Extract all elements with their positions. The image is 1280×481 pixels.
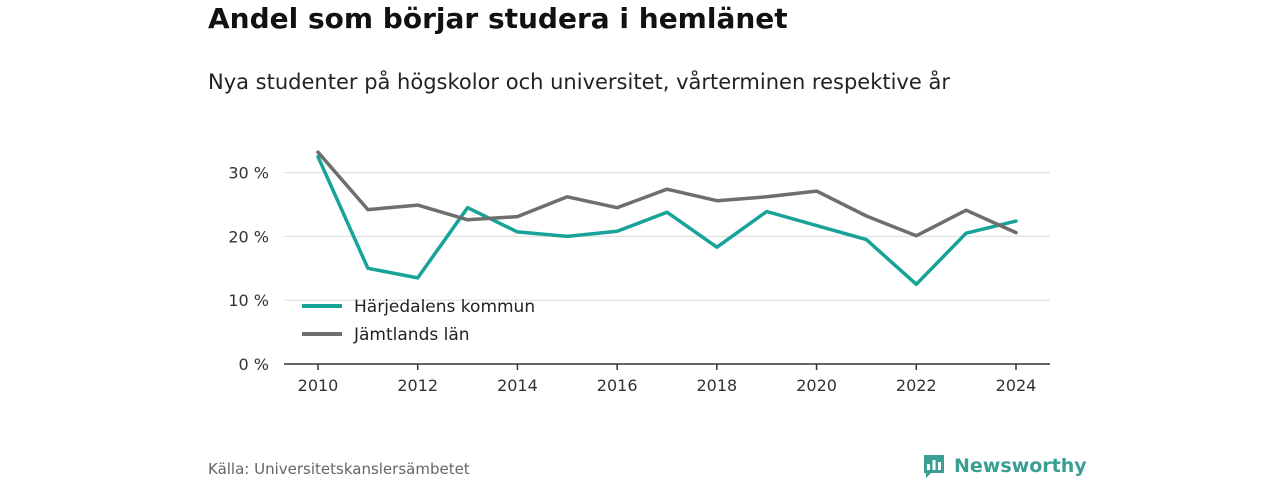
- source-note: Källa: Universitetskanslersämbetet: [208, 460, 470, 478]
- y-tick-label: 30 %: [228, 164, 269, 183]
- x-tick-label: 2018: [696, 376, 737, 395]
- x-tick-label: 2014: [497, 376, 538, 395]
- x-tick-label: 2020: [796, 376, 837, 395]
- brand-name: Newsworthy: [954, 455, 1087, 477]
- x-tick-label: 2012: [397, 376, 438, 395]
- x-tick-label: 2022: [896, 376, 937, 395]
- y-tick-label: 0 %: [239, 355, 269, 374]
- chart-subtitle: Nya studenter på högskolor och universit…: [208, 70, 950, 94]
- legend-label-1: Härjedalens kommun: [354, 297, 535, 317]
- chart-title: Andel som börjar studera i hemlänet: [208, 2, 788, 35]
- series-line-2: [316, 150, 1018, 238]
- legend-label-2: Jämtlands län: [353, 325, 470, 345]
- y-tick-label: 10 %: [228, 291, 269, 310]
- x-tick-label: 2016: [597, 376, 638, 395]
- x-tick-label: 2024: [996, 376, 1037, 395]
- y-tick-label: 20 %: [228, 227, 269, 246]
- bar-chart-speech-bubble-icon: [924, 455, 944, 478]
- brand-logo: Newsworthy: [922, 451, 1087, 481]
- series-line-1: [316, 154, 1018, 287]
- x-tick-label: 2010: [298, 376, 339, 395]
